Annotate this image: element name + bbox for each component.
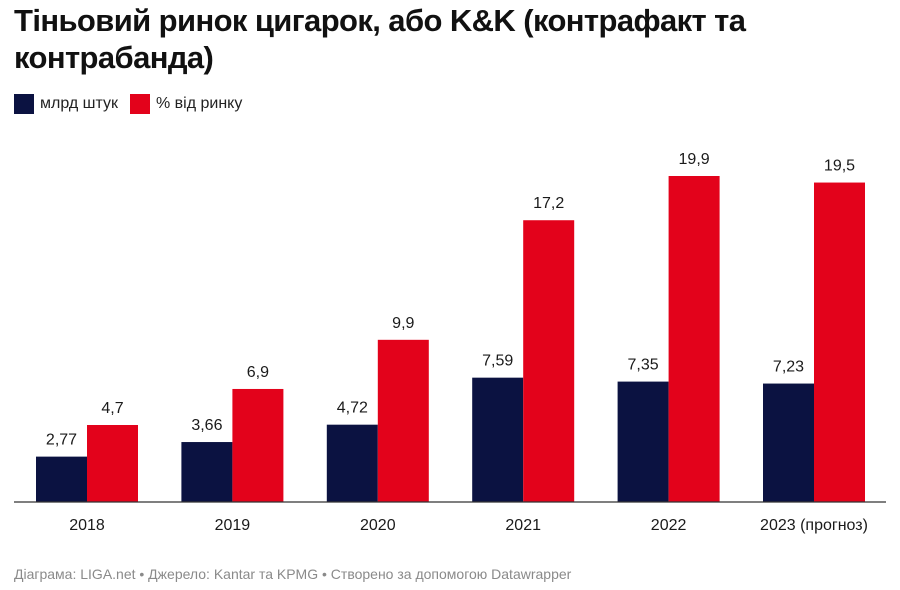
chart-source-note: Діаграма: LIGA.net • Джерело: Kantar та … <box>14 566 572 582</box>
data-label: 19,9 <box>679 151 710 168</box>
legend-label-series2: % від ринку <box>156 95 243 112</box>
data-label: 4,7 <box>101 400 123 417</box>
data-label: 9,9 <box>392 315 414 332</box>
bar-series1 <box>181 442 233 502</box>
data-label: 7,59 <box>482 353 513 370</box>
x-tick-label: 2021 <box>505 517 541 534</box>
bar-series1 <box>617 381 669 502</box>
bar-series2 <box>232 388 284 502</box>
chart-title: Тіньовий ринок цигарок, або K&K (контраф… <box>14 3 746 75</box>
bar-series2 <box>668 176 720 502</box>
data-label: 17,2 <box>533 195 564 212</box>
data-label: 3,66 <box>191 417 222 434</box>
bar-series1 <box>36 456 87 502</box>
x-tick-label: 2023 (прогноз) <box>760 517 868 534</box>
legend-label-series1: млрд штук <box>40 95 118 112</box>
bar-series2 <box>523 220 575 503</box>
bar-series1 <box>472 377 524 502</box>
legend-item-series1: млрд штук <box>14 94 118 114</box>
bar-series2 <box>87 425 138 502</box>
bar-series1 <box>763 383 814 502</box>
data-label: 19,5 <box>824 158 855 175</box>
x-tick-label: 2018 <box>69 517 105 534</box>
x-tick-label: 2020 <box>360 517 396 534</box>
data-label: 2,77 <box>46 432 77 449</box>
bar-chart: 2,77 4,7 2018 3,66 6,9 2019 4,72 9,9 2020 7,59 17,… <box>14 151 886 534</box>
legend-item-series2: % від ринку <box>130 94 242 114</box>
x-tick-label: 2019 <box>215 517 251 534</box>
x-tick-label: 2022 <box>651 517 687 534</box>
data-label: 4,72 <box>337 400 368 417</box>
legend-swatch-series2 <box>130 94 150 114</box>
data-label: 6,9 <box>247 364 269 381</box>
bar-series1 <box>326 424 378 502</box>
bar-series2 <box>814 182 865 502</box>
data-label: 7,23 <box>773 359 804 376</box>
bar-series2 <box>377 339 429 502</box>
legend: млрд штук % від ринку <box>14 94 254 114</box>
data-label: 7,35 <box>628 357 659 374</box>
legend-swatch-series1 <box>14 94 34 114</box>
